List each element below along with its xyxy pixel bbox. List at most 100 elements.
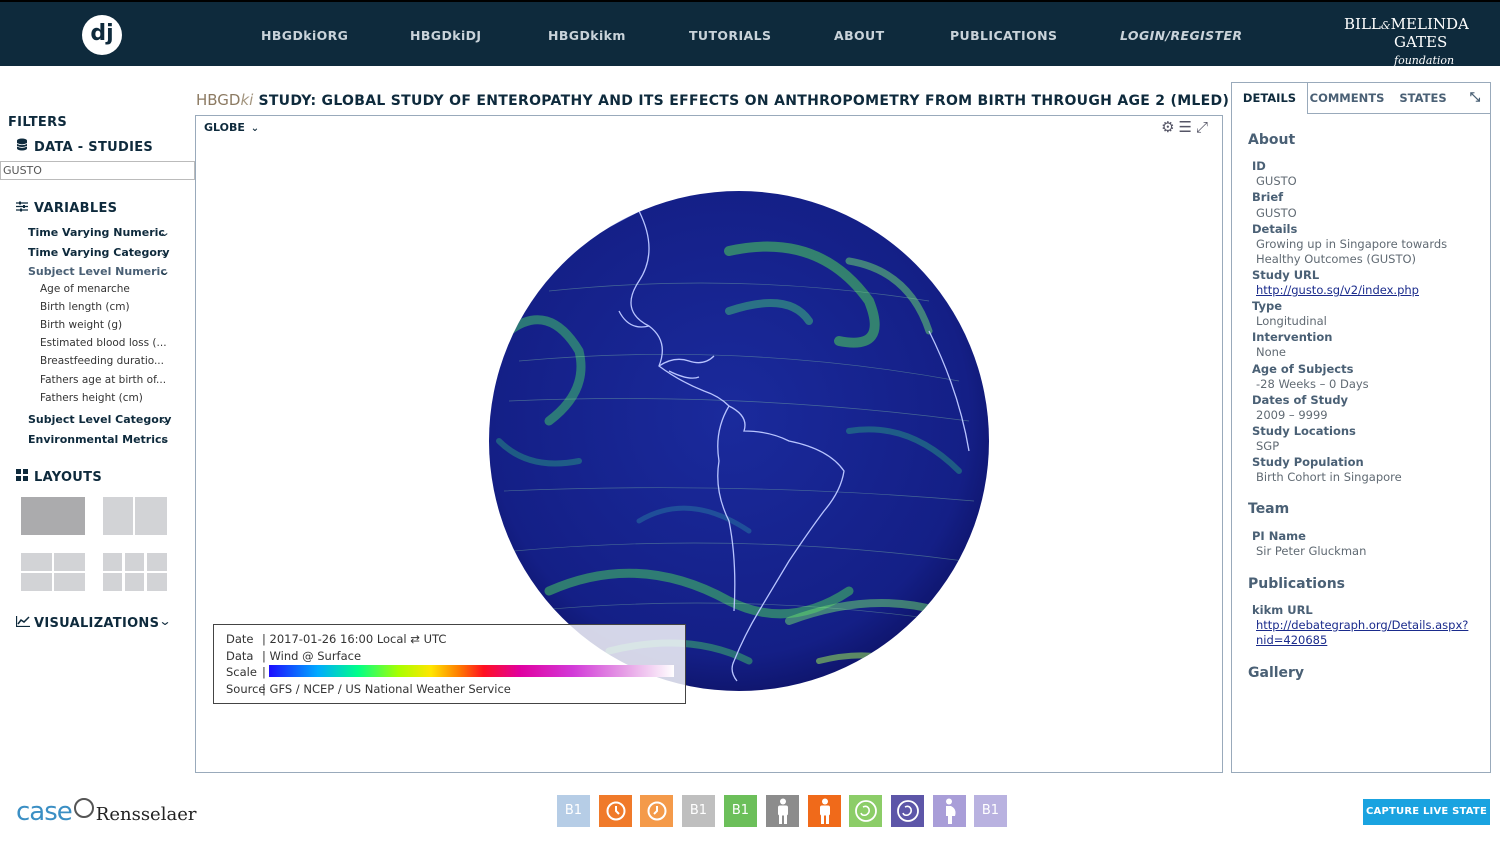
var-cat-subject-level-numeric[interactable]: Subject Level Numeric xyxy=(28,265,167,278)
gates-bill: BILL xyxy=(1344,15,1381,33)
var-item-age-of-menarche[interactable]: Age of menarche xyxy=(40,283,130,295)
field-locations-label: Study Locations xyxy=(1252,424,1356,438)
team-heading: Team xyxy=(1248,501,1290,517)
nav-login-register[interactable]: LOGIN/REGISTER xyxy=(1120,28,1243,43)
pregnant-purple-icon[interactable] xyxy=(933,795,966,827)
chevron-down-icon[interactable]: ⌄ xyxy=(158,265,171,278)
var-cat-time-varying-numeric[interactable]: Time Varying Numeric xyxy=(28,226,165,239)
field-details-value-line2: Healthy Outcomes (GUSTO) xyxy=(1256,252,1417,266)
layouts-heading: LAYOUTS xyxy=(16,469,102,485)
var-item-birth-weight[interactable]: Birth weight (g) xyxy=(40,319,123,331)
var-item-estimated-blood-loss[interactable]: Estimated blood loss (... xyxy=(40,337,167,349)
field-type-label: Type xyxy=(1252,299,1283,313)
kikm-url-link-line2[interactable]: nid=420685 xyxy=(1256,633,1328,647)
gates-melinda: MELINDA xyxy=(1390,15,1469,33)
b1-gray-icon[interactable]: B1 xyxy=(682,795,715,827)
grid-icon xyxy=(16,469,30,485)
gates-foundation: foundation xyxy=(1394,54,1455,67)
expand-icon[interactable]: ⤢ xyxy=(1195,118,1212,136)
chevron-down-icon[interactable]: ⌄ xyxy=(158,614,172,628)
field-locations-value: SGP xyxy=(1256,439,1280,453)
line-chart-icon xyxy=(15,616,30,631)
study-search-input[interactable]: GUSTO xyxy=(0,161,195,180)
tab-details[interactable]: DETAILS xyxy=(1232,83,1308,113)
nav-hbgdkikm[interactable]: HBGDkikm xyxy=(548,28,626,43)
var-cat-time-varying-category[interactable]: Time Varying Category xyxy=(28,246,170,259)
layout-cell xyxy=(147,573,167,591)
person-orange-icon[interactable] xyxy=(808,795,841,827)
collapse-icon[interactable]: ⤡ xyxy=(1469,90,1481,105)
layout-cell xyxy=(103,553,122,571)
filters-heading: FILTERS xyxy=(8,115,68,130)
title-prefix-ki: ki xyxy=(240,91,254,109)
layout-cell xyxy=(21,553,52,571)
chevron-down-icon[interactable]: ⌄ xyxy=(158,226,171,239)
nav-tutorials[interactable]: TUTORIALS xyxy=(689,28,772,43)
tab-comments[interactable]: COMMENTS xyxy=(1309,91,1385,105)
variables-heading[interactable]: VARIABLES xyxy=(16,201,117,216)
tab-states[interactable]: STATES xyxy=(1399,91,1447,105)
field-study-url-label: Study URL xyxy=(1252,268,1320,282)
layout-cell xyxy=(54,553,85,571)
layout-cell xyxy=(103,573,122,591)
field-population-label: Study Population xyxy=(1252,455,1364,469)
legend-date-label: Date xyxy=(226,632,254,646)
dj-logo[interactable]: dj xyxy=(82,15,122,55)
b1-lavender-icon[interactable]: B1 xyxy=(974,795,1007,827)
nav-about[interactable]: ABOUT xyxy=(834,28,885,43)
fetus-green-icon[interactable] xyxy=(849,795,882,827)
variables-label: VARIABLES xyxy=(34,201,118,216)
gallery-heading: Gallery xyxy=(1248,665,1305,681)
wind-globe[interactable] xyxy=(489,191,989,691)
var-item-fathers-height[interactable]: Fathers height (cm) xyxy=(40,392,143,404)
menu-icon[interactable]: ☰ xyxy=(1178,118,1196,136)
chevron-down-icon[interactable]: ⌄ xyxy=(158,246,171,259)
var-item-breastfeeding-duration[interactable]: Breastfeeding duratio... xyxy=(40,355,164,367)
field-intervention-label: Intervention xyxy=(1252,330,1333,344)
var-item-fathers-age[interactable]: Fathers age at birth of... xyxy=(40,374,167,386)
chevron-down-icon[interactable]: ⌄ xyxy=(158,433,171,446)
var-cat-subject-level-category[interactable]: Subject Level Category xyxy=(28,413,172,426)
sliders-icon xyxy=(16,201,30,216)
data-studies-heading[interactable]: DATA - STUDIES xyxy=(16,138,153,155)
top-nav-bar: dj HBGDkiORG HBGDkiDJ HBGDkikm TUTORIALS… xyxy=(0,0,1500,69)
layout-cell xyxy=(135,497,167,535)
pi-name-value: Sir Peter Gluckman xyxy=(1256,544,1367,558)
case-rensselaer-logo: case Rensselaer xyxy=(16,797,196,827)
layout-cell xyxy=(147,553,167,571)
field-dates-value: 2009 – 9999 xyxy=(1256,408,1328,422)
legend-data-value[interactable]: Wind @ Surface xyxy=(269,648,362,663)
view-select-label: GLOBE xyxy=(204,121,245,134)
title-prefix: HBGDki xyxy=(196,91,253,109)
nav-publications[interactable]: PUBLICATIONS xyxy=(950,28,1058,43)
gates-amp: & xyxy=(1380,19,1391,32)
chevron-down-icon[interactable]: ⌄ xyxy=(158,413,171,426)
visualizations-label: VISUALIZATIONS xyxy=(34,616,160,631)
gear-icon[interactable]: ⚙ xyxy=(1161,118,1179,136)
nav-hbgdkiorg[interactable]: HBGDkiORG xyxy=(261,28,349,43)
fetus-purple-icon[interactable] xyxy=(891,795,924,827)
field-intervention-value: None xyxy=(1256,345,1287,359)
b1-blue-icon[interactable]: B1 xyxy=(557,795,590,827)
b1-green-icon[interactable]: B1 xyxy=(724,795,757,827)
kikm-url-link[interactable]: http://debategraph.org/Details.aspx? xyxy=(1256,618,1469,632)
field-brief-value: GUSTO xyxy=(1256,206,1297,220)
gates-foundation-logo: BILL&MELINDA GATES foundation xyxy=(1344,16,1494,69)
legend-color-scale xyxy=(269,665,674,677)
legend-scale-label: Scale xyxy=(226,665,257,679)
capture-live-state-button[interactable]: CAPTURE LIVE STATE xyxy=(1363,799,1490,825)
field-details-label: Details xyxy=(1252,222,1298,236)
visualizations-heading[interactable]: VISUALIZATIONS xyxy=(15,616,160,631)
var-cat-environmental-metrics[interactable]: Environmental Metrics xyxy=(28,433,169,446)
field-age-value: -28 Weeks – 0 Days xyxy=(1256,377,1369,391)
view-select[interactable]: GLOBE ⌄ xyxy=(204,121,259,134)
person-gray-icon[interactable] xyxy=(766,795,799,827)
legend-date-value[interactable]: 2017-01-26 16:00 Local ⇄ UTC xyxy=(269,632,447,646)
var-item-birth-length[interactable]: Birth length (cm) xyxy=(40,301,130,313)
study-url-link[interactable]: http://gusto.sg/v2/index.php xyxy=(1256,283,1419,297)
orange-clock-icon[interactable] xyxy=(599,795,632,827)
about-heading: About xyxy=(1248,132,1296,148)
orange-clock-alt-icon[interactable] xyxy=(640,795,673,827)
nav-hbgdkidj[interactable]: HBGDkiDJ xyxy=(410,28,482,43)
layout-cell xyxy=(21,573,52,591)
